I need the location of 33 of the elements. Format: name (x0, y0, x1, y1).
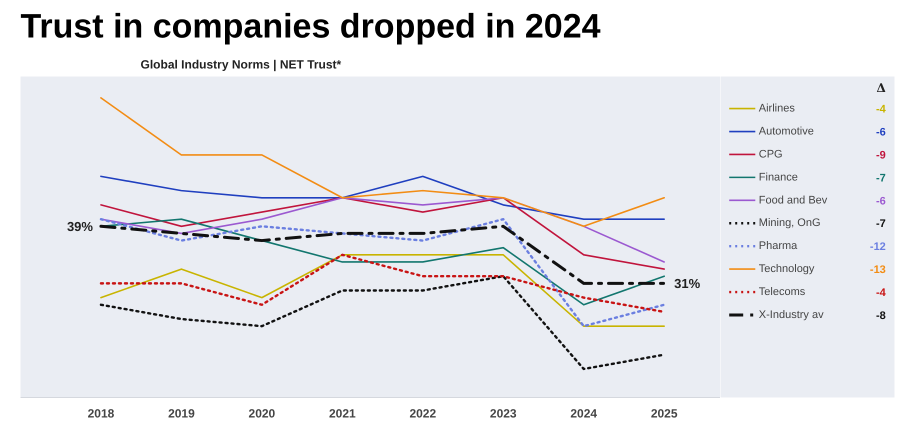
text: -7 (876, 172, 886, 184)
legend-label: X-Industry av (758, 308, 824, 321)
legend-label: Airlines (758, 102, 796, 115)
x-tick-label: 2025 (650, 406, 678, 420)
x-tick-label: 2022 (409, 406, 436, 420)
legend-label: Pharma (758, 240, 798, 252)
legend-label: Mining, OnG (758, 217, 821, 230)
data-label: 39% (66, 218, 94, 234)
text: -7 (876, 218, 886, 230)
text: -6 (876, 195, 886, 208)
text: -12 (870, 241, 886, 254)
x-tick-label: 2023 (490, 406, 517, 420)
chart-subtitle: Global Industry Norms | NET Trust* (140, 58, 342, 72)
text: -4 (876, 287, 887, 300)
x-tick-label: 2020 (248, 406, 276, 420)
legend-label: Finance (758, 171, 798, 184)
text: -8 (876, 310, 886, 322)
legend-label: Food and Bev (758, 194, 828, 206)
data-label: 31% (674, 276, 701, 291)
text: -13 (870, 264, 886, 276)
legend-label: Automotive (758, 126, 814, 138)
legend-label: CPG (758, 148, 783, 160)
x-tick-label: 2019 (168, 406, 196, 420)
text: -9 (876, 149, 886, 162)
x-tick-label: 2018 (88, 406, 115, 420)
text: -6 (876, 126, 886, 139)
text: Δ (876, 80, 886, 95)
legend-label: Telecoms (758, 286, 806, 298)
legend-label: Technology (758, 263, 815, 276)
text: -4 (876, 104, 887, 116)
x-tick-label: 2024 (570, 406, 598, 420)
chart-title: Trust in companies dropped in 2024 (20, 8, 601, 46)
x-tick-label: 2021 (328, 406, 356, 420)
